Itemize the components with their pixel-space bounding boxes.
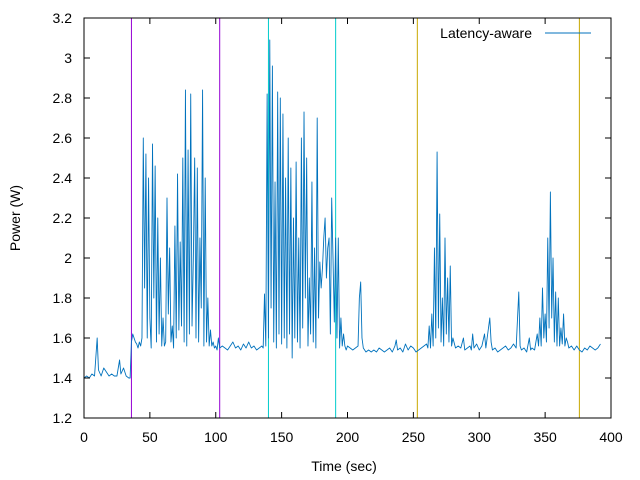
x-tick-label: 50 bbox=[142, 429, 158, 445]
x-tick-label: 0 bbox=[80, 429, 88, 445]
x-tick-label: 100 bbox=[204, 429, 228, 445]
y-tick-label: 2.6 bbox=[53, 130, 73, 146]
y-axis-label: Power (W) bbox=[7, 185, 23, 251]
x-axis-ticks: 0 50 100 150 200 250 300 350 400 bbox=[80, 18, 623, 445]
x-tick-label: 300 bbox=[468, 429, 492, 445]
x-tick-label: 200 bbox=[336, 429, 360, 445]
y-tick-label: 2.4 bbox=[53, 170, 73, 186]
y-tick-label: 1.6 bbox=[53, 330, 73, 346]
x-tick-label: 350 bbox=[533, 429, 557, 445]
series-line-latency-aware bbox=[83, 39, 601, 379]
x-tick-label: 150 bbox=[270, 429, 294, 445]
y-tick-label: 1.4 bbox=[53, 370, 73, 386]
y-tick-label: 1.2 bbox=[53, 410, 73, 426]
plot-frame bbox=[83, 17, 612, 419]
x-tick-label: 250 bbox=[402, 429, 426, 445]
y-tick-label: 3 bbox=[64, 50, 72, 66]
legend: Latency-aware bbox=[440, 25, 591, 41]
series-layer bbox=[83, 39, 601, 379]
y-tick-label: 2 bbox=[64, 250, 72, 266]
y-tick-label: 2.8 bbox=[53, 90, 73, 106]
vertical-markers bbox=[130, 18, 580, 418]
y-tick-label: 1.8 bbox=[53, 290, 73, 306]
x-axis-label: Time (sec) bbox=[311, 458, 377, 474]
y-tick-label: 2.2 bbox=[53, 210, 73, 226]
y-tick-label: 3.2 bbox=[53, 10, 73, 26]
y-axis-ticks: 1.2 1.4 1.6 1.8 2 2.2 2.4 2.6 2.8 3 3.2 bbox=[53, 10, 611, 426]
x-tick-label: 400 bbox=[599, 429, 623, 445]
legend-label-latency-aware: Latency-aware bbox=[440, 25, 532, 41]
